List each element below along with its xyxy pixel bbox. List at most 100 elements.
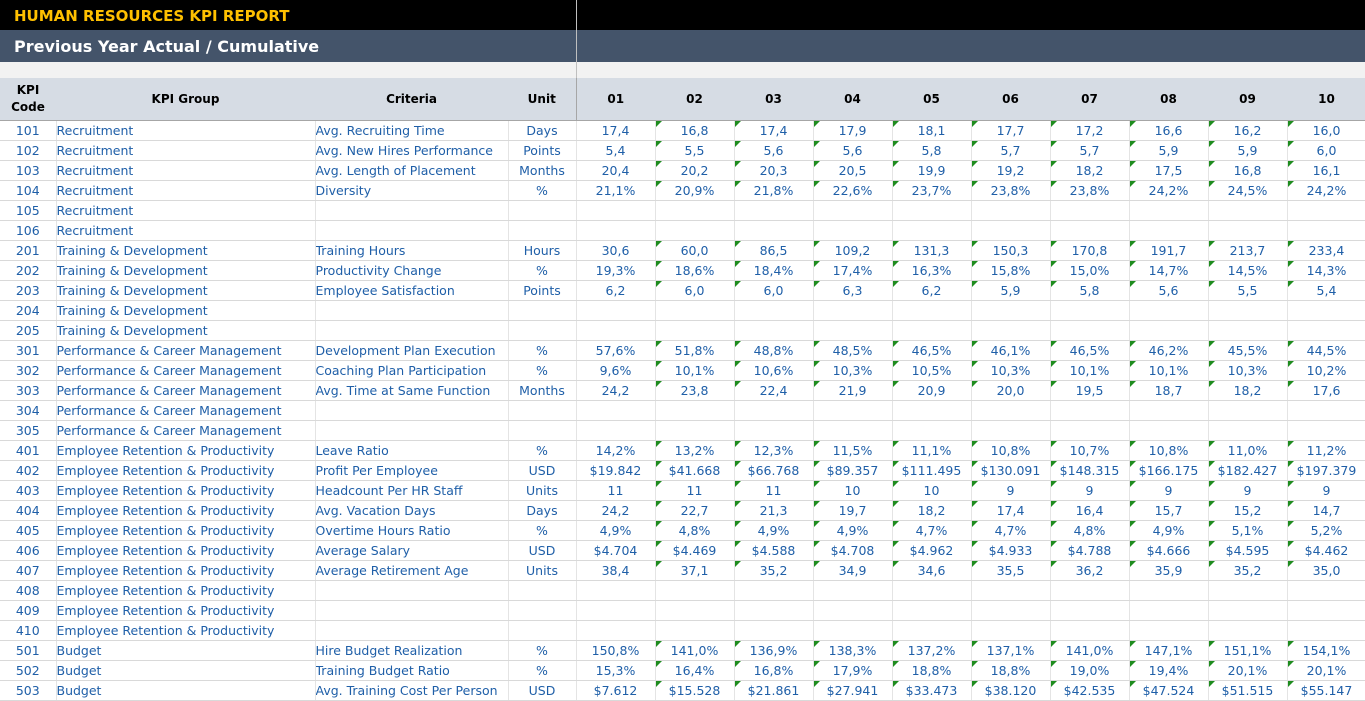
kpi-code-cell[interactable]: 403 bbox=[0, 480, 57, 501]
value-cell-month-02[interactable]: 141,0% bbox=[655, 640, 735, 661]
value-cell-month-10[interactable] bbox=[1287, 200, 1365, 221]
kpi-group-cell[interactable]: Budget bbox=[56, 660, 316, 681]
value-cell-month-01[interactable]: 38,4 bbox=[576, 560, 656, 581]
value-cell-month-08[interactable]: 14,7% bbox=[1129, 260, 1209, 281]
value-cell-month-06[interactable] bbox=[971, 420, 1051, 441]
value-cell-month-04[interactable]: 10 bbox=[813, 480, 893, 501]
value-cell-month-06[interactable]: 5,9 bbox=[971, 280, 1051, 301]
value-cell-month-02[interactable] bbox=[655, 300, 735, 321]
value-cell-month-09[interactable]: 5,5 bbox=[1208, 280, 1288, 301]
value-cell-month-10[interactable]: 16,0 bbox=[1287, 120, 1365, 141]
criteria-cell[interactable] bbox=[315, 400, 509, 421]
value-cell-month-04[interactable]: $89.357 bbox=[813, 460, 893, 481]
value-cell-month-02[interactable]: $15.528 bbox=[655, 680, 735, 701]
value-cell-month-07[interactable]: 16,4 bbox=[1050, 500, 1130, 521]
criteria-cell[interactable]: Avg. New Hires Performance bbox=[315, 140, 509, 161]
value-cell-month-07[interactable]: 5,7 bbox=[1050, 140, 1130, 161]
value-cell-month-10[interactable]: 17,6 bbox=[1287, 380, 1365, 401]
criteria-cell[interactable]: Development Plan Execution bbox=[315, 340, 509, 361]
value-cell-month-10[interactable]: $197.379 bbox=[1287, 460, 1365, 481]
value-cell-month-03[interactable] bbox=[734, 320, 814, 341]
value-cell-month-03[interactable] bbox=[734, 220, 814, 241]
kpi-code-cell[interactable]: 201 bbox=[0, 240, 57, 261]
value-cell-month-05[interactable]: 23,7% bbox=[892, 180, 972, 201]
value-cell-month-06[interactable]: 35,5 bbox=[971, 560, 1051, 581]
value-cell-month-10[interactable]: 11,2% bbox=[1287, 440, 1365, 461]
kpi-group-cell[interactable]: Performance & Career Management bbox=[56, 360, 316, 381]
unit-cell[interactable]: % bbox=[508, 360, 577, 381]
value-cell-month-01[interactable]: 11 bbox=[576, 480, 656, 501]
value-cell-month-08[interactable]: 9 bbox=[1129, 480, 1209, 501]
value-cell-month-03[interactable]: 18,4% bbox=[734, 260, 814, 281]
value-cell-month-03[interactable]: 12,3% bbox=[734, 440, 814, 461]
value-cell-month-03[interactable] bbox=[734, 620, 814, 641]
kpi-code-cell[interactable]: 401 bbox=[0, 440, 57, 461]
value-cell-month-04[interactable]: $27.941 bbox=[813, 680, 893, 701]
kpi-group-cell[interactable]: Employee Retention & Productivity bbox=[56, 560, 316, 581]
value-cell-month-06[interactable] bbox=[971, 220, 1051, 241]
criteria-cell[interactable] bbox=[315, 200, 509, 221]
value-cell-month-03[interactable] bbox=[734, 200, 814, 221]
kpi-code-cell[interactable]: 407 bbox=[0, 560, 57, 581]
value-cell-month-01[interactable]: 19,3% bbox=[576, 260, 656, 281]
kpi-group-cell[interactable]: Training & Development bbox=[56, 280, 316, 301]
value-cell-month-07[interactable]: 170,8 bbox=[1050, 240, 1130, 261]
value-cell-month-08[interactable]: 19,4% bbox=[1129, 660, 1209, 681]
unit-cell[interactable] bbox=[508, 320, 577, 341]
kpi-code-cell[interactable]: 302 bbox=[0, 360, 57, 381]
unit-cell[interactable] bbox=[508, 200, 577, 221]
value-cell-month-10[interactable]: 14,7 bbox=[1287, 500, 1365, 521]
kpi-code-cell[interactable]: 402 bbox=[0, 460, 57, 481]
value-cell-month-10[interactable] bbox=[1287, 620, 1365, 641]
value-cell-month-07[interactable]: 10,1% bbox=[1050, 360, 1130, 381]
criteria-cell[interactable] bbox=[315, 300, 509, 321]
kpi-group-cell[interactable]: Training & Development bbox=[56, 260, 316, 281]
kpi-code-cell[interactable]: 101 bbox=[0, 120, 57, 141]
value-cell-month-09[interactable]: 18,2 bbox=[1208, 380, 1288, 401]
unit-cell[interactable]: Units bbox=[508, 480, 577, 501]
value-cell-month-05[interactable]: $111.495 bbox=[892, 460, 972, 481]
value-cell-month-08[interactable]: $47.524 bbox=[1129, 680, 1209, 701]
kpi-code-cell[interactable]: 204 bbox=[0, 300, 57, 321]
value-cell-month-09[interactable] bbox=[1208, 580, 1288, 601]
kpi-code-cell[interactable]: 103 bbox=[0, 160, 57, 181]
kpi-code-cell[interactable]: 501 bbox=[0, 640, 57, 661]
kpi-group-cell[interactable]: Training & Development bbox=[56, 320, 316, 341]
value-cell-month-03[interactable]: 21,8% bbox=[734, 180, 814, 201]
value-cell-month-06[interactable] bbox=[971, 620, 1051, 641]
value-cell-month-04[interactable]: 109,2 bbox=[813, 240, 893, 261]
value-cell-month-01[interactable]: $19.842 bbox=[576, 460, 656, 481]
header-kpi-code[interactable]: KPI Code bbox=[0, 78, 56, 121]
kpi-code-cell[interactable]: 104 bbox=[0, 180, 57, 201]
kpi-code-cell[interactable]: 408 bbox=[0, 580, 57, 601]
value-cell-month-08[interactable] bbox=[1129, 300, 1209, 321]
value-cell-month-02[interactable] bbox=[655, 600, 735, 621]
value-cell-month-02[interactable] bbox=[655, 620, 735, 641]
header-month-08[interactable]: 08 bbox=[1129, 78, 1208, 121]
header-month-04[interactable]: 04 bbox=[813, 78, 892, 121]
kpi-code-cell[interactable]: 304 bbox=[0, 400, 57, 421]
value-cell-month-06[interactable]: 5,7 bbox=[971, 140, 1051, 161]
unit-cell[interactable]: % bbox=[508, 340, 577, 361]
value-cell-month-01[interactable]: 24,2 bbox=[576, 500, 656, 521]
value-cell-month-02[interactable]: 10,1% bbox=[655, 360, 735, 381]
criteria-cell[interactable]: Avg. Training Cost Per Person bbox=[315, 680, 509, 701]
unit-cell[interactable] bbox=[508, 400, 577, 421]
value-cell-month-08[interactable] bbox=[1129, 320, 1209, 341]
header-month-07[interactable]: 07 bbox=[1050, 78, 1129, 121]
value-cell-month-05[interactable]: 18,1 bbox=[892, 120, 972, 141]
kpi-group-cell[interactable]: Employee Retention & Productivity bbox=[56, 600, 316, 621]
value-cell-month-04[interactable]: 21,9 bbox=[813, 380, 893, 401]
value-cell-month-01[interactable]: 30,6 bbox=[576, 240, 656, 261]
value-cell-month-04[interactable] bbox=[813, 320, 893, 341]
criteria-cell[interactable]: Productivity Change bbox=[315, 260, 509, 281]
unit-cell[interactable]: Points bbox=[508, 140, 577, 161]
value-cell-month-08[interactable]: 10,8% bbox=[1129, 440, 1209, 461]
value-cell-month-08[interactable]: 10,1% bbox=[1129, 360, 1209, 381]
value-cell-month-08[interactable]: 5,9 bbox=[1129, 140, 1209, 161]
value-cell-month-02[interactable]: 23,8 bbox=[655, 380, 735, 401]
value-cell-month-01[interactable]: 20,4 bbox=[576, 160, 656, 181]
value-cell-month-01[interactable]: 5,4 bbox=[576, 140, 656, 161]
value-cell-month-02[interactable] bbox=[655, 320, 735, 341]
value-cell-month-10[interactable] bbox=[1287, 580, 1365, 601]
